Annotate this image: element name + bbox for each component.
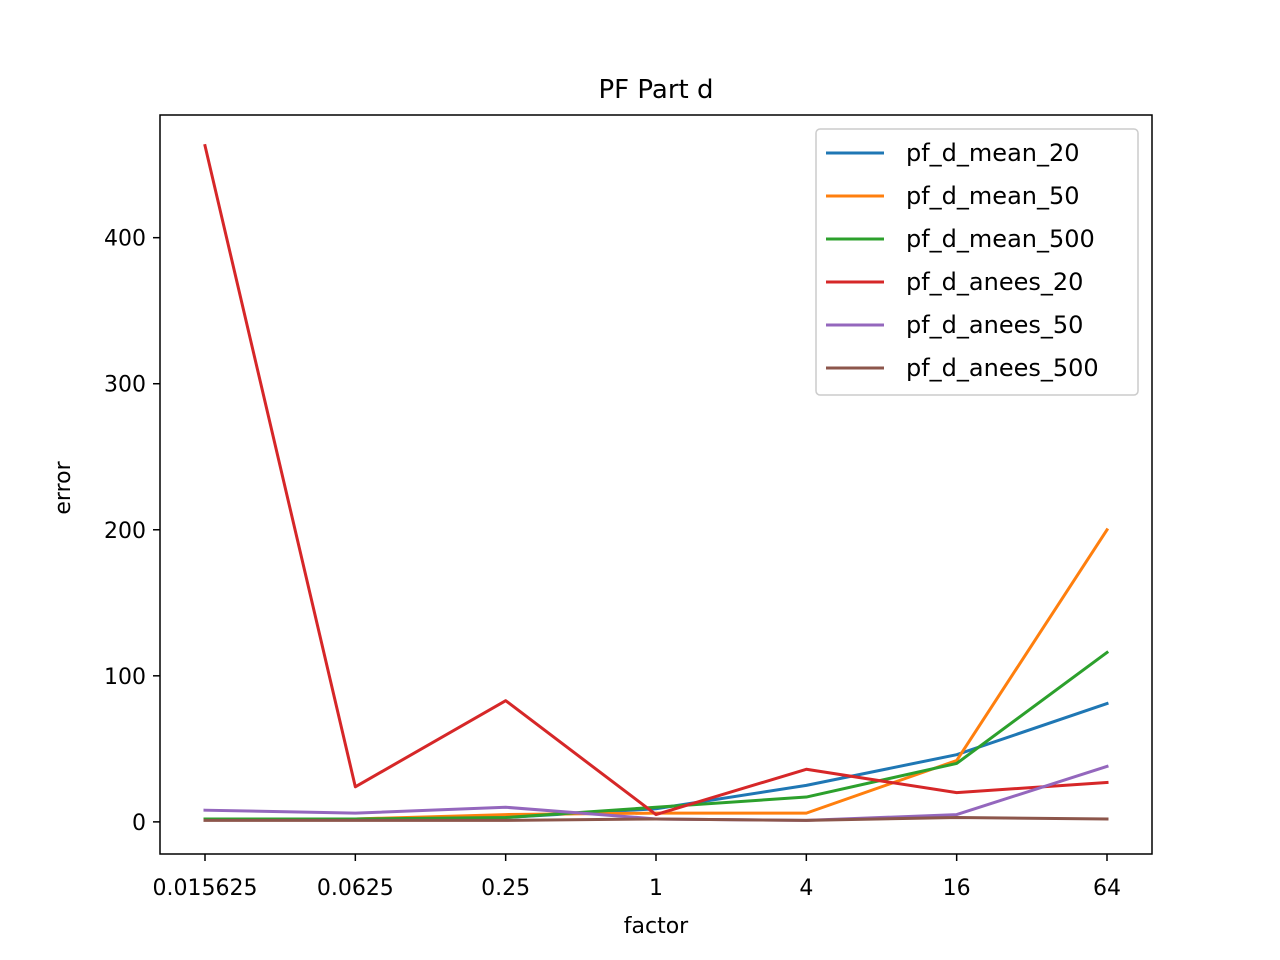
x-tick-label: 1	[649, 876, 663, 901]
x-tick-label: 0.25	[481, 876, 530, 901]
y-tick-label: 100	[104, 665, 146, 690]
x-tick-label: 16	[943, 876, 971, 901]
chart-title: PF Part d	[599, 75, 714, 105]
y-tick-label: 0	[132, 811, 146, 836]
legend-frame	[815, 128, 1139, 396]
legend-label: pf_d_anees_50	[906, 311, 1083, 339]
x-axis-label: factor	[624, 914, 689, 939]
y-tick-label: 400	[104, 227, 146, 252]
legend-label: pf_d_anees_20	[906, 268, 1083, 296]
legend-label: pf_d_anees_500	[906, 354, 1099, 382]
y-axis: 0 100 200 300 400	[104, 227, 160, 836]
series-line-pf-d-anees-500	[203, 815, 1109, 822]
x-tick-label: 4	[799, 876, 813, 901]
x-tick-label: 64	[1093, 876, 1121, 901]
y-tick-label: 300	[104, 373, 146, 398]
legend-label: pf_d_mean_50	[906, 182, 1080, 210]
x-axis: 0.015625 0.0625 0.25 1 4 16 64	[153, 854, 1121, 901]
legend: pf_d_mean_20 pf_d_mean_50 pf_d_mean_500 pf_…	[815, 128, 1139, 396]
legend-label: pf_d_mean_500	[906, 225, 1095, 253]
y-axis-label: error	[51, 460, 76, 514]
series-line-pf-d-anees-20	[203, 143, 1109, 817]
x-tick-label: 0.015625	[153, 876, 258, 901]
legend-label: pf_d_mean_20	[906, 139, 1080, 167]
y-tick-label: 200	[104, 519, 146, 544]
series-layer	[203, 143, 1110, 822]
x-tick-label: 0.0625	[317, 876, 394, 901]
